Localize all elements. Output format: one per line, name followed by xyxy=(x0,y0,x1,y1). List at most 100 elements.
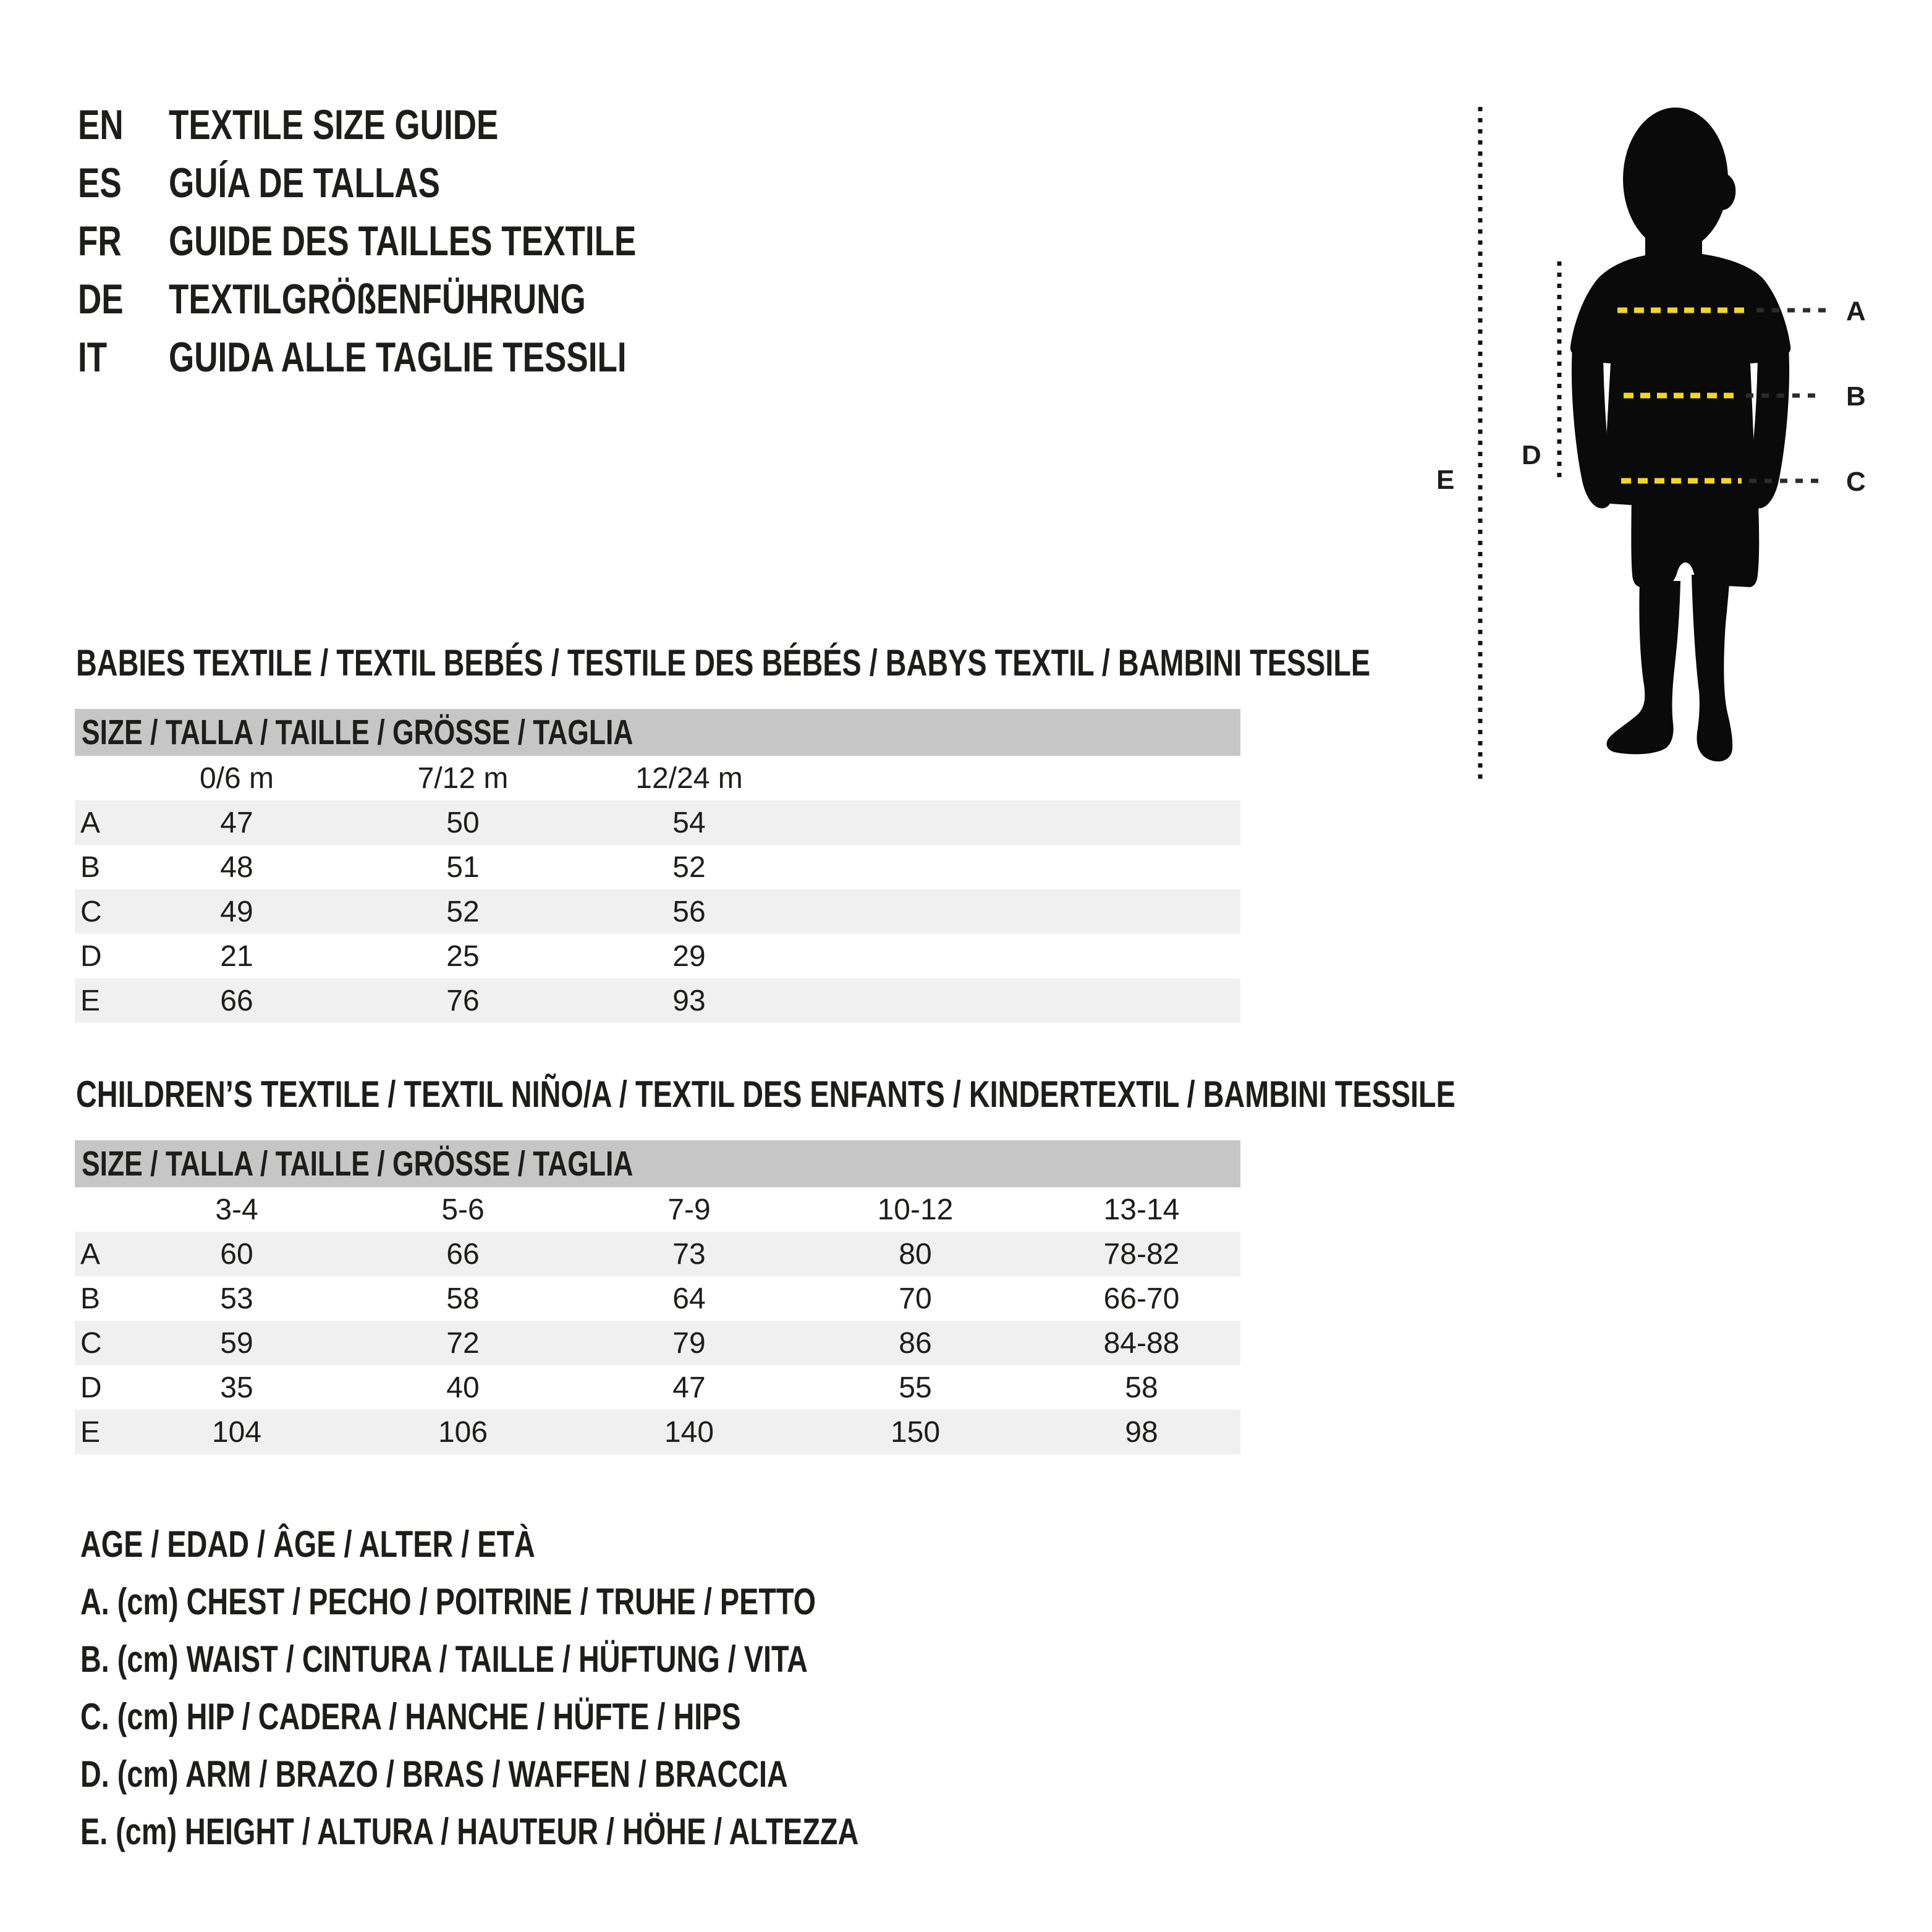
table-cell: 58 xyxy=(446,1282,480,1315)
column-header: 12/24 m xyxy=(635,761,743,795)
table-row: C 49 52 56 xyxy=(75,889,1240,934)
column-header: 13-14 xyxy=(1103,1193,1180,1226)
table-row: D 21 25 29 xyxy=(75,934,1240,978)
row-label: E xyxy=(80,984,101,1017)
table-row: E 66 76 93 xyxy=(75,978,1240,1023)
figure-label-a: A xyxy=(1846,296,1866,326)
language-row: IT GUIDA ALLE TAGLIE TESSILI xyxy=(78,328,768,386)
table-cell: 66-70 xyxy=(1103,1282,1180,1315)
table-cell: 84-88 xyxy=(1103,1326,1180,1360)
legend-line-hip: C. (cm) HIP / CADERA / HANCHE / HÜFTE / … xyxy=(80,1688,1078,1745)
child-measurement-figure: A B C D E xyxy=(1436,107,1866,785)
legend-text: B. (cm) WAIST / CINTURA / TAILLE / HÜFTU… xyxy=(80,1638,808,1680)
ear xyxy=(1717,172,1736,210)
children-section-heading: CHILDREN’S TEXTILE / TEXTIL NIÑO/A / TEX… xyxy=(76,1073,1844,1116)
table-cell: 29 xyxy=(672,939,706,973)
table-cell: 52 xyxy=(672,850,706,884)
legend-text: A. (cm) CHEST / PECHO / POITRINE / TRUHE… xyxy=(80,1581,816,1622)
language-code: FR xyxy=(78,218,122,265)
row-label: D xyxy=(80,1371,102,1404)
right-leg-foot xyxy=(1692,575,1733,762)
table-cell: 53 xyxy=(220,1282,253,1315)
row-label: C xyxy=(80,895,102,928)
table-cell: 140 xyxy=(664,1415,714,1449)
table-cell: 72 xyxy=(446,1326,480,1360)
table-row: C 59 72 79 86 84-88 xyxy=(75,1321,1240,1365)
row-label: A xyxy=(80,806,101,839)
table-cell: 40 xyxy=(446,1371,480,1404)
left-leg-foot xyxy=(1606,581,1680,755)
table-row: B 48 51 52 xyxy=(75,845,1240,889)
table-cell: 70 xyxy=(899,1282,932,1315)
table-cell: 25 xyxy=(446,939,480,973)
table-cell: 54 xyxy=(672,806,706,839)
table-cell: 47 xyxy=(672,1371,706,1404)
language-code: EN xyxy=(78,101,124,148)
table-cell: 21 xyxy=(220,939,253,973)
figure-label-d: D xyxy=(1522,440,1541,470)
table-cell: 47 xyxy=(220,806,253,839)
table-cell: 76 xyxy=(446,984,480,1017)
table-cell: 93 xyxy=(672,984,706,1017)
figure-label-c: C xyxy=(1846,467,1866,497)
children-column-header-row: 3-4 5-6 7-9 10-12 13-14 xyxy=(75,1187,1240,1232)
language-code: ES xyxy=(78,159,122,206)
table-row: D 35 40 47 55 58 xyxy=(75,1365,1240,1410)
guide-title-en: TEXTILE SIZE GUIDE xyxy=(169,101,499,148)
measurement-legend: AGE / EDAD / ÂGE / ALTER / ETÀ A. (cm) C… xyxy=(80,1515,1078,1860)
table-row: B 53 58 64 70 66-70 xyxy=(75,1276,1240,1321)
row-label: E xyxy=(80,1415,101,1449)
table-cell: 104 xyxy=(211,1415,262,1449)
table-cell: 59 xyxy=(220,1326,253,1360)
row-label: D xyxy=(80,939,102,973)
children-heading-text: CHILDREN’S TEXTILE / TEXTIL NIÑO/A / TEX… xyxy=(76,1074,1455,1115)
table-cell: 64 xyxy=(672,1282,706,1315)
legend-line-waist: B. (cm) WAIST / CINTURA / TAILLE / HÜFTU… xyxy=(80,1630,1078,1688)
column-header: 7/12 m xyxy=(417,761,509,795)
shorts xyxy=(1631,476,1760,587)
table-row: A 60 66 73 80 78-82 xyxy=(75,1232,1240,1276)
column-header: 7-9 xyxy=(667,1193,711,1226)
children-size-table: SIZE / TALLA / TAILLE / GRÖSSE / TAGLIA … xyxy=(75,1140,1240,1454)
table-row: E 104 106 140 150 98 xyxy=(75,1410,1240,1454)
legend-line-age: AGE / EDAD / ÂGE / ALTER / ETÀ xyxy=(80,1515,1078,1573)
figure-label-e: E xyxy=(1436,465,1454,495)
language-title-list: EN TEXTILE SIZE GUIDE ES GUÍA DE TALLAS … xyxy=(78,96,768,386)
language-row: DE TEXTILGRÖßENFÜHRUNG xyxy=(78,270,768,328)
table-cell: 86 xyxy=(899,1326,932,1360)
legend-line-chest: A. (cm) CHEST / PECHO / POITRINE / TRUHE… xyxy=(80,1573,1078,1630)
legend-line-height: E. (cm) HEIGHT / ALTURA / HAUTEUR / HÖHE… xyxy=(80,1803,1078,1860)
legend-text: AGE / EDAD / ÂGE / ALTER / ETÀ xyxy=(80,1523,535,1565)
row-label: B xyxy=(80,1282,101,1315)
guide-title-fr: GUIDE DES TAILLES TEXTILE xyxy=(169,218,637,265)
column-header: 10-12 xyxy=(877,1193,954,1226)
guide-title-de: TEXTILGRÖßENFÜHRUNG xyxy=(169,276,586,323)
shirt xyxy=(1570,252,1791,506)
table-cell: 51 xyxy=(446,850,480,884)
table-cell: 106 xyxy=(438,1415,488,1449)
table-cell: 80 xyxy=(899,1237,932,1271)
table-cell: 66 xyxy=(446,1237,480,1271)
table-cell: 66 xyxy=(220,984,253,1017)
language-code: DE xyxy=(78,276,124,323)
babies-heading-text: BABIES TEXTILE / TEXTIL BEBÉS / TESTILE … xyxy=(76,642,1371,684)
children-size-header-bar: SIZE / TALLA / TAILLE / GRÖSSE / TAGLIA xyxy=(75,1140,1240,1187)
table-cell: 79 xyxy=(672,1326,706,1360)
right-arm xyxy=(1747,347,1790,509)
column-header: 3-4 xyxy=(215,1193,258,1226)
guide-title-es: GUÍA DE TALLAS xyxy=(169,159,441,206)
table-cell: 58 xyxy=(1125,1371,1158,1404)
language-row: EN TEXTILE SIZE GUIDE xyxy=(78,96,768,154)
column-header: 0/6 m xyxy=(199,761,274,795)
babies-size-table: SIZE / TALLA / TAILLE / GRÖSSE / TAGLIA … xyxy=(75,709,1240,1023)
table-cell: 60 xyxy=(220,1237,253,1271)
table-cell: 48 xyxy=(220,850,253,884)
size-header-text: SIZE / TALLA / TAILLE / GRÖSSE / TAGLIA xyxy=(82,713,633,752)
row-label: A xyxy=(80,1237,101,1271)
size-header-text: SIZE / TALLA / TAILLE / GRÖSSE / TAGLIA xyxy=(82,1144,633,1184)
child-silhouette xyxy=(1570,108,1791,762)
table-cell: 35 xyxy=(220,1371,253,1404)
row-label: B xyxy=(80,850,101,884)
column-header: 5-6 xyxy=(441,1193,485,1226)
babies-section-heading: BABIES TEXTILE / TEXTIL BEBÉS / TESTILE … xyxy=(76,642,1735,684)
